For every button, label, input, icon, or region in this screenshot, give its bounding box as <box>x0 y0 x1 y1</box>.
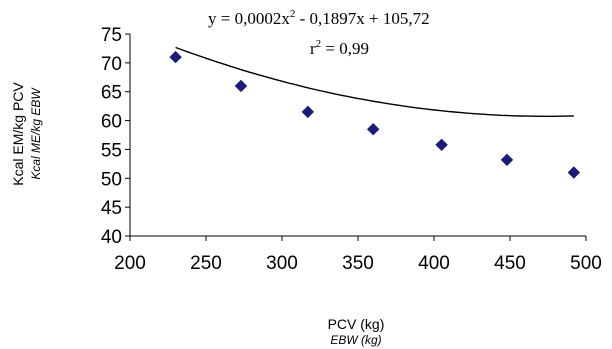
trendline-equation: y = 0,0002x2 - 0,1897x + 105,72 <box>208 8 430 28</box>
y-axis-subtitle: Kcal ME/kg EBW <box>29 87 43 180</box>
data-point-marker <box>435 138 448 152</box>
data-point-marker <box>301 105 315 119</box>
x-tick-label: 350 <box>342 253 374 274</box>
y-ticks: 40 45 50 55 60 65 70 75 <box>101 25 130 248</box>
y-tick-label: 55 <box>101 140 122 161</box>
x-tick-label: 450 <box>494 253 526 274</box>
x-tick-label: 400 <box>418 253 450 274</box>
data-point-marker <box>234 79 248 93</box>
data-point-marker <box>366 123 380 136</box>
data-point-marker <box>169 50 182 64</box>
y-axis-title: Kcal EM/kg PCV <box>10 82 26 186</box>
x-ticks: 200 250 300 350 400 450 500 <box>114 236 602 274</box>
data-point-marker <box>567 166 581 179</box>
axes <box>129 34 586 237</box>
x-tick-label: 500 <box>570 253 602 274</box>
x-axis-title: PCV (kg) <box>328 316 385 332</box>
trendline <box>175 46 574 117</box>
y-tick-label: 40 <box>101 227 122 248</box>
data-points <box>169 50 581 179</box>
y-tick-label: 70 <box>101 54 122 75</box>
y-tick-label: 60 <box>101 112 122 133</box>
y-tick-label: 50 <box>101 169 122 190</box>
r-squared-label: r2 = 0,99 <box>310 38 369 58</box>
x-tick-label: 250 <box>190 253 222 274</box>
x-tick-label: 200 <box>114 253 146 274</box>
data-point-marker <box>500 153 514 167</box>
y-tick-label: 45 <box>101 198 122 219</box>
y-tick-label: 65 <box>101 83 122 104</box>
y-tick-label: 75 <box>101 25 122 46</box>
x-tick-label: 300 <box>266 253 298 274</box>
x-axis-subtitle: EBW (kg) <box>330 333 381 347</box>
